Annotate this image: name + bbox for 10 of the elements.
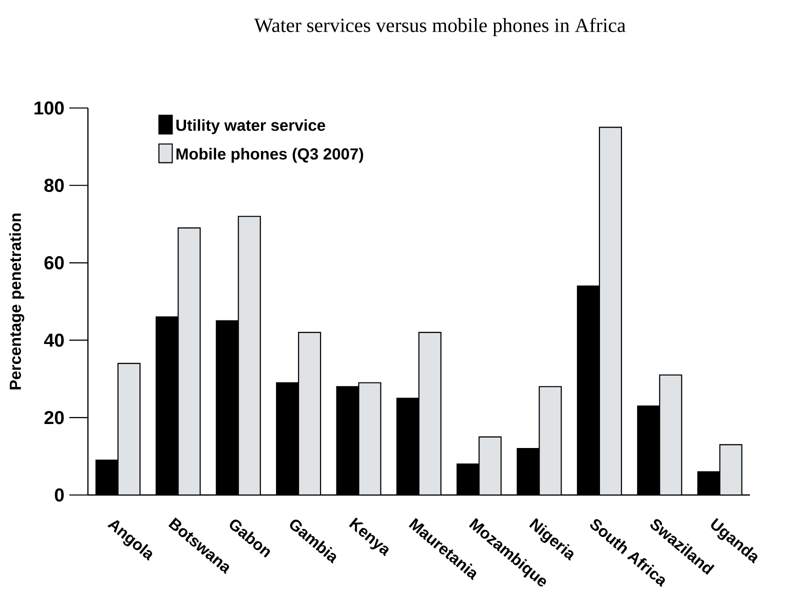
- y-tick-label: 0: [54, 488, 64, 502]
- legend-label: Mobile phones (Q3 2007): [176, 148, 364, 163]
- y-tick-label: 60: [44, 256, 64, 270]
- legend-label: Utility water service: [176, 119, 326, 134]
- y-tick-label: 100: [34, 101, 64, 115]
- y-axis-title: Percentage penetration: [9, 214, 24, 390]
- y-tick-label: 80: [44, 178, 64, 192]
- chart-title: Water services versus mobile phones in Africa: [254, 18, 626, 36]
- y-tick-label: 40: [44, 334, 64, 347]
- y-tick-label: 20: [44, 410, 64, 424]
